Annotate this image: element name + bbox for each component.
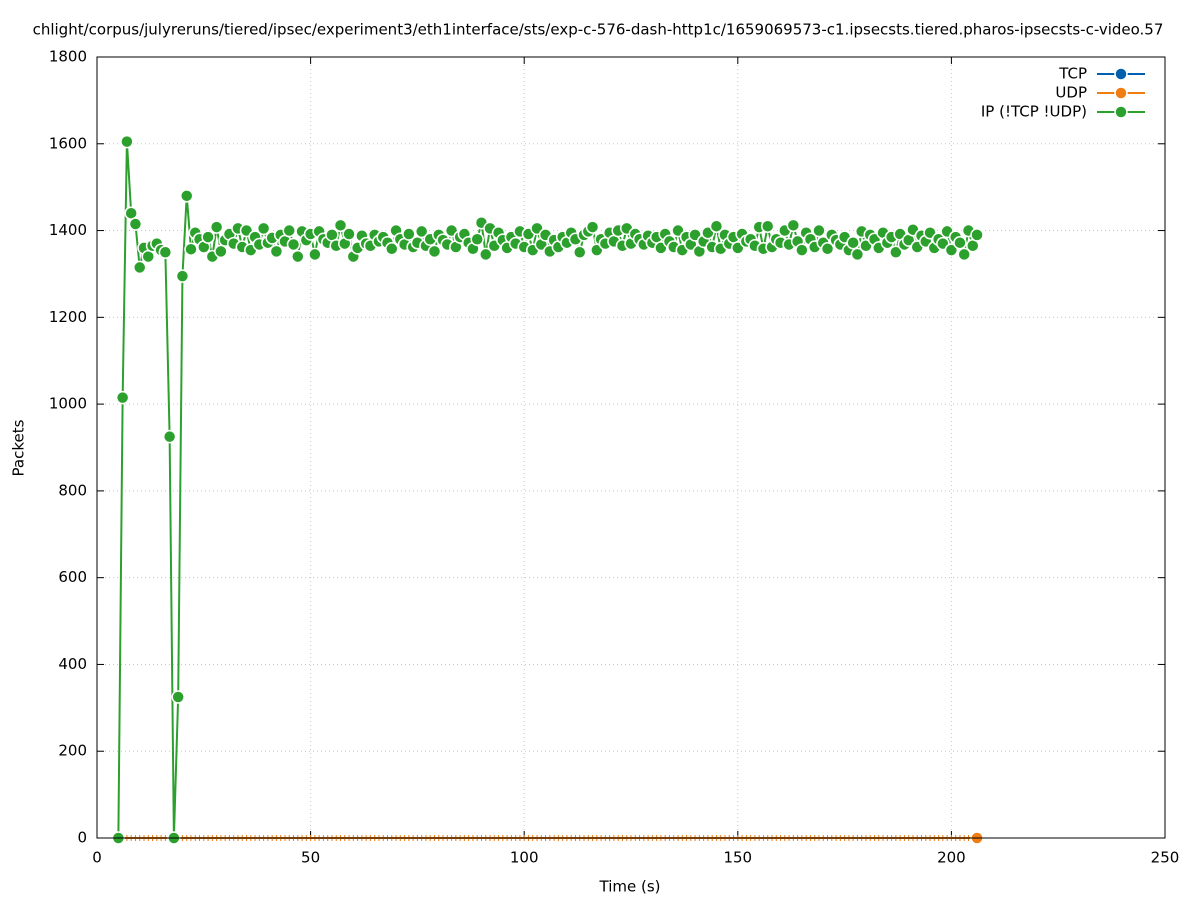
y-tick-label: 1200 <box>49 308 87 326</box>
data-point <box>470 232 484 246</box>
data-point <box>385 242 399 256</box>
data-point <box>171 690 185 704</box>
data-point <box>308 247 322 262</box>
legend-label: IP (!TCP !UDP) <box>981 103 1087 121</box>
data-point <box>760 219 775 233</box>
data-point <box>214 244 228 259</box>
y-tick-label: 800 <box>58 481 87 499</box>
x-tick-label: 150 <box>723 849 752 867</box>
y-tick-label: 1400 <box>49 221 87 239</box>
data-point <box>889 245 903 259</box>
data-point <box>846 235 860 250</box>
data-point <box>953 235 967 250</box>
data-point <box>269 244 284 259</box>
x-axis-label: Time (s) <box>599 878 661 896</box>
y-tick-label: 400 <box>58 655 87 673</box>
data-point <box>115 390 130 405</box>
data-point <box>427 244 442 259</box>
data-point <box>175 269 190 283</box>
y-tick-label: 600 <box>58 568 87 586</box>
data-point <box>970 228 984 242</box>
data-point <box>184 242 198 256</box>
y-tick-label: 1000 <box>49 395 87 413</box>
data-point <box>709 219 724 233</box>
y-tick-label: 200 <box>58 742 87 760</box>
y-axis-label: Packets <box>10 419 28 476</box>
x-tick-label: 250 <box>1151 849 1180 867</box>
x-tick-label: 0 <box>92 849 102 867</box>
data-point <box>201 230 215 244</box>
data-point <box>585 220 600 234</box>
data-point <box>162 429 177 444</box>
plot-border <box>96 56 1166 839</box>
x-tick-label: 200 <box>937 849 966 867</box>
legend-marker <box>1114 86 1128 100</box>
data-point <box>132 260 147 275</box>
legend-label: UDP <box>1055 84 1087 102</box>
data-point <box>944 243 959 257</box>
data-point <box>286 237 301 252</box>
data-point <box>342 227 356 241</box>
data-point <box>957 247 971 262</box>
data-point <box>812 223 826 238</box>
data-point <box>291 249 305 264</box>
legend-label: TCP <box>1058 65 1087 83</box>
data-point <box>402 227 416 241</box>
x-tick-label: 50 <box>301 849 320 867</box>
data-point <box>256 221 271 236</box>
plot-area <box>111 134 984 845</box>
data-point <box>850 247 865 262</box>
data-point <box>414 224 429 239</box>
data-point <box>795 243 809 257</box>
data-point <box>820 242 835 256</box>
chart-title: chlight/corpus/julyreruns/tiered/ipsec/e… <box>33 21 1164 39</box>
data-point <box>479 247 493 262</box>
data-point <box>786 218 801 233</box>
y-tick-label: 0 <box>77 829 87 847</box>
y-tick-label: 1800 <box>49 48 87 66</box>
x-tick-label: 100 <box>510 849 539 867</box>
data-point <box>179 189 194 203</box>
data-point <box>128 217 143 231</box>
legend-marker <box>1114 105 1128 119</box>
legend-marker <box>1114 67 1128 81</box>
data-point <box>572 245 587 259</box>
data-point <box>209 220 224 234</box>
data-point <box>282 223 296 238</box>
data-point <box>333 218 348 233</box>
y-tick-label: 1600 <box>49 134 87 152</box>
data-point <box>120 134 134 149</box>
grid: 0 50 100 150 200 250 0 200 400 600 800 1000 1200 1400… <box>49 48 1180 867</box>
data-point <box>158 245 173 259</box>
